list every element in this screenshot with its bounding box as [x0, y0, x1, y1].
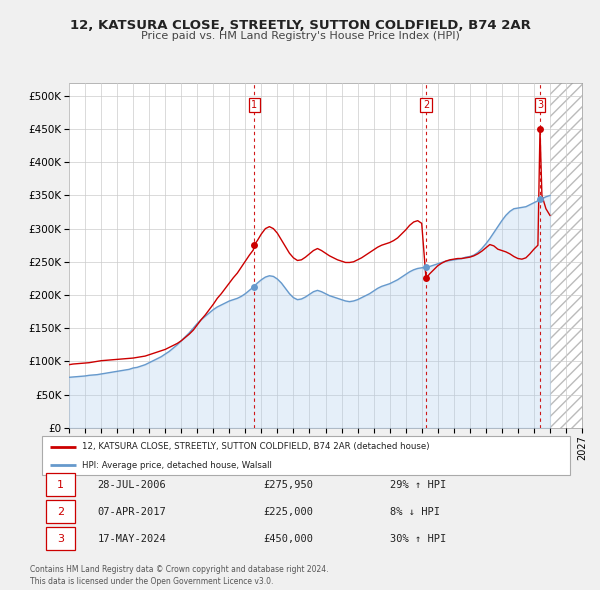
Text: £225,000: £225,000: [264, 507, 314, 517]
Text: 1: 1: [57, 480, 64, 490]
Text: This data is licensed under the Open Government Licence v3.0.: This data is licensed under the Open Gov…: [30, 576, 274, 586]
Text: Contains HM Land Registry data © Crown copyright and database right 2024.: Contains HM Land Registry data © Crown c…: [30, 565, 329, 575]
FancyBboxPatch shape: [46, 473, 75, 496]
FancyBboxPatch shape: [46, 500, 75, 523]
Text: Price paid vs. HM Land Registry's House Price Index (HPI): Price paid vs. HM Land Registry's House …: [140, 31, 460, 41]
Text: 1: 1: [251, 100, 257, 110]
Text: 12, KATSURA CLOSE, STREETLY, SUTTON COLDFIELD, B74 2AR (detached house): 12, KATSURA CLOSE, STREETLY, SUTTON COLD…: [82, 442, 429, 451]
Text: 12, KATSURA CLOSE, STREETLY, SUTTON COLDFIELD, B74 2AR: 12, KATSURA CLOSE, STREETLY, SUTTON COLD…: [70, 19, 530, 32]
Text: 2: 2: [423, 100, 429, 110]
Bar: [550, 83, 582, 428]
Text: 3: 3: [57, 534, 64, 544]
Text: 07-APR-2017: 07-APR-2017: [97, 507, 166, 517]
Text: £450,000: £450,000: [264, 534, 314, 544]
Text: 8% ↓ HPI: 8% ↓ HPI: [391, 507, 440, 517]
Text: 2: 2: [57, 507, 64, 517]
Text: £275,950: £275,950: [264, 480, 314, 490]
FancyBboxPatch shape: [46, 527, 75, 550]
Text: 3: 3: [537, 100, 543, 110]
Text: HPI: Average price, detached house, Walsall: HPI: Average price, detached house, Wals…: [82, 461, 271, 470]
Text: 29% ↑ HPI: 29% ↑ HPI: [391, 480, 447, 490]
Text: 30% ↑ HPI: 30% ↑ HPI: [391, 534, 447, 544]
Text: 17-MAY-2024: 17-MAY-2024: [97, 534, 166, 544]
Text: 28-JUL-2006: 28-JUL-2006: [97, 480, 166, 490]
